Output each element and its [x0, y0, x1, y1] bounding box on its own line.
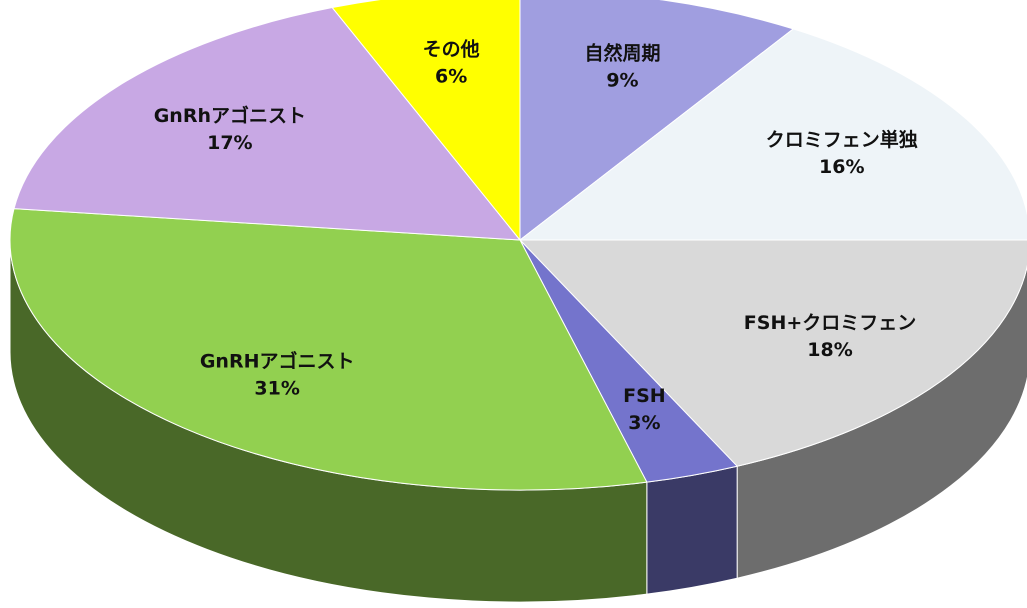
slice-label: GnRhアゴニスト — [154, 104, 306, 127]
slice — [518, 239, 1027, 467]
slice-label: FSH — [623, 385, 666, 407]
value-label: 3% — [628, 412, 660, 434]
slice-side — [646, 465, 738, 595]
slice-label: FSH+クロミフェン — [744, 312, 917, 334]
slice — [331, 0, 521, 242]
value-label: 31% — [254, 378, 299, 400]
slice — [519, 0, 795, 242]
value-label: 18% — [807, 339, 852, 361]
slice — [518, 28, 1027, 241]
value-label: 16% — [819, 156, 864, 178]
slice — [9, 208, 648, 491]
slice-label: クロミフェン単独 — [766, 128, 918, 151]
value-label: 9% — [606, 70, 638, 92]
value-label: 6% — [435, 66, 467, 88]
slice-label: GnRHアゴニスト — [200, 350, 355, 373]
slice — [13, 7, 522, 241]
slice-label: 自然周期 — [584, 42, 660, 65]
slice-label: その他 — [423, 38, 480, 61]
value-label: 17% — [207, 132, 252, 154]
